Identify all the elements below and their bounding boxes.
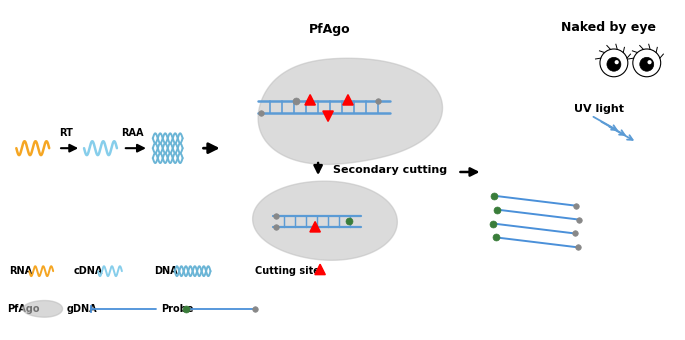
Polygon shape: [315, 264, 325, 275]
Text: DNA: DNA: [153, 266, 177, 276]
Text: RT: RT: [59, 128, 73, 138]
Polygon shape: [342, 95, 353, 105]
Text: Probe: Probe: [161, 304, 193, 314]
Text: PfAgo: PfAgo: [8, 304, 40, 314]
Text: RAA: RAA: [122, 128, 144, 138]
Circle shape: [633, 49, 661, 77]
Circle shape: [647, 60, 651, 64]
Text: UV light: UV light: [574, 103, 624, 114]
Polygon shape: [305, 95, 315, 105]
Polygon shape: [323, 111, 334, 121]
Circle shape: [614, 60, 619, 64]
Text: cDNA: cDNA: [74, 266, 103, 276]
Text: PfAgo: PfAgo: [309, 23, 351, 36]
Text: Secondary cutting: Secondary cutting: [333, 165, 447, 175]
Polygon shape: [253, 181, 397, 260]
Text: Naked by eye: Naked by eye: [562, 21, 656, 34]
Text: RNA: RNA: [10, 266, 32, 276]
Circle shape: [600, 49, 628, 77]
Circle shape: [607, 57, 621, 71]
Text: gDNA: gDNA: [66, 304, 97, 314]
Text: Cutting site: Cutting site: [256, 266, 320, 276]
Circle shape: [640, 57, 653, 71]
Polygon shape: [23, 301, 62, 317]
Polygon shape: [310, 222, 321, 232]
Polygon shape: [258, 58, 443, 165]
